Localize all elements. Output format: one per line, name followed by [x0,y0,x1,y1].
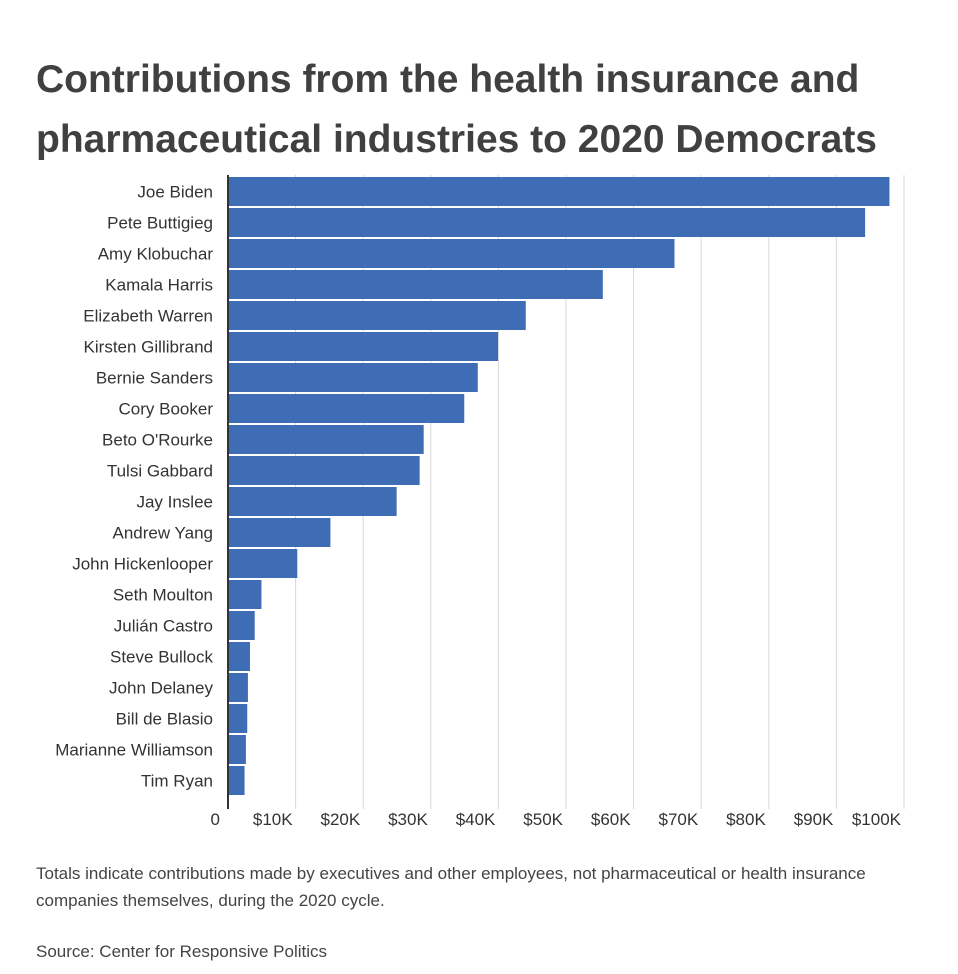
x-tick-label: $80K [726,810,766,829]
category-label: Julián Castro [114,617,213,636]
category-label: Cory Booker [119,400,214,419]
x-tick-label: $50K [523,810,563,829]
bar [229,456,420,485]
category-label: Bill de Blasio [116,710,213,729]
category-label: Joe Biden [137,183,213,202]
bar [229,642,250,671]
bar [229,301,526,330]
bar [229,270,603,299]
category-label: Jay Inslee [136,493,213,512]
category-label: Tulsi Gabbard [107,462,213,481]
bar [229,735,246,764]
bar [229,704,248,733]
bar [229,673,248,702]
bar [229,177,890,206]
category-label: John Delaney [109,679,213,698]
x-tick-label: $90K [794,810,834,829]
x-tick-label: $60K [591,810,631,829]
bar [229,332,499,361]
x-tick-label: $30K [388,810,428,829]
category-label: Bernie Sanders [96,369,213,388]
category-label: Andrew Yang [113,524,214,543]
category-label: Elizabeth Warren [83,307,213,326]
category-label: Kamala Harris [105,276,213,295]
x-tick-label: $70K [658,810,698,829]
x-tick-label: $100K [852,810,902,829]
tick-labels: 0 $10K $20K $30K $40K $50K $60K $70K $80K $90K $10… [211,810,902,829]
bar [229,580,262,609]
bar [229,208,866,237]
bar [229,425,424,454]
category-label: Tim Ryan [141,772,213,791]
category-label: Marianne Williamson [55,741,213,760]
chart-title: Contributions from the health insurance … [36,58,877,161]
x-tick-label: $20K [320,810,360,829]
category-label: Seth Moulton [113,586,213,605]
bar [229,611,255,640]
bars [229,177,890,795]
category-label: Beto O'Rourke [102,431,213,450]
bar [229,239,675,268]
chart-source: Source: Center for Responsive Politics [36,942,328,961]
category-label: Amy Klobuchar [98,245,214,264]
chart-note: Totals indicate contributions made by ex… [36,864,866,910]
x-tick-label: $40K [456,810,496,829]
bar [229,518,331,547]
bar [229,549,298,578]
category-label: Steve Bullock [110,648,213,667]
x-tick-label: 0 [211,810,220,829]
bar [229,487,397,516]
bar [229,363,478,392]
category-label: John Hickenlooper [72,555,213,574]
category-label: Pete Buttigieg [107,214,213,233]
category-label: Kirsten Gillibrand [84,338,213,357]
bar [229,766,245,795]
bar [229,394,465,423]
x-tick-label: $10K [253,810,293,829]
category-labels: Joe Biden Pete Buttigieg Amy Klobuchar Kama… [55,183,213,791]
